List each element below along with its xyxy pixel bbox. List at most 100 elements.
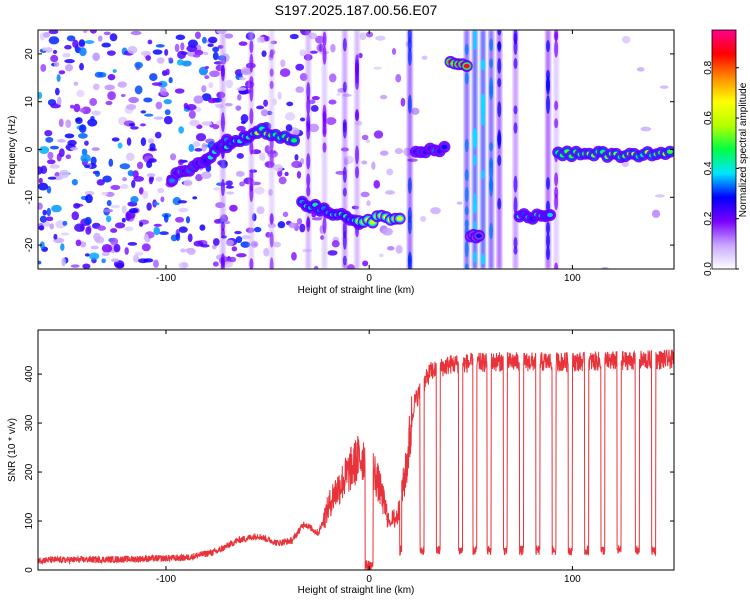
noise-blob: [172, 197, 182, 206]
noise-blob: [136, 161, 144, 170]
noise-blob: [71, 211, 80, 221]
noise-blob: [47, 176, 57, 180]
noise-blob: [223, 261, 233, 268]
noise-blob: [149, 73, 158, 82]
noise-blob: [42, 47, 47, 52]
noise-blob: [104, 84, 116, 91]
noise-blob: [64, 58, 75, 64]
streak-blob: [249, 76, 254, 85]
spectrogram-plot-area: [38, 30, 674, 269]
streak-blob: [269, 149, 274, 168]
noise-blob: [146, 173, 156, 178]
noise-blob: [212, 261, 219, 267]
noise-blob: [82, 30, 88, 34]
noise-blob: [395, 73, 402, 83]
noise-blob: [38, 91, 43, 100]
streak-blob: [464, 169, 469, 182]
noise-blob: [143, 97, 153, 103]
noise-blob: [328, 73, 337, 83]
noise-blob: [192, 141, 201, 148]
noise-blob: [170, 153, 177, 161]
snr-panel: -100 0 100 0 100 200 300 400 Height of straight…: [7, 329, 675, 596]
noise-blob: [141, 243, 151, 252]
noise-blob: [58, 118, 64, 128]
noise-blob: [111, 137, 120, 142]
noise-blob: [85, 194, 93, 204]
noise-blob: [601, 266, 609, 269]
noise-blob: [394, 148, 404, 155]
streak-blob: [342, 37, 347, 52]
noise-blob: [78, 39, 86, 47]
noise-blob: [64, 44, 72, 50]
streak-blob: [554, 118, 559, 129]
streak-blob: [249, 40, 254, 54]
y-tick-label: 200: [24, 463, 35, 480]
streak-blob: [269, 80, 274, 90]
noise-blob: [112, 69, 117, 73]
x-tick-label: 100: [564, 574, 581, 585]
noise-blob: [371, 161, 376, 170]
noise-blob: [327, 250, 338, 256]
noise-blob: [420, 215, 427, 222]
noise-blob: [299, 72, 308, 82]
noise-blob: [38, 177, 43, 184]
streak-blob: [480, 115, 485, 126]
noise-blob: [651, 209, 661, 218]
noise-blob: [79, 62, 84, 71]
noise-blob: [381, 227, 393, 236]
noise-blob: [325, 117, 337, 125]
signal-core: [441, 144, 448, 150]
noise-blob: [124, 226, 134, 232]
noise-blob: [107, 91, 116, 101]
y-tick-label: -10: [24, 190, 35, 205]
snr-series-line: [38, 348, 674, 570]
noise-blob: [212, 51, 219, 61]
streak-blob: [472, 192, 477, 212]
noise-blob: [295, 86, 304, 93]
streak-blob: [546, 176, 551, 190]
noise-blob: [225, 239, 235, 247]
noise-blob: [81, 148, 88, 156]
streak-blob: [355, 166, 360, 179]
noise-blob: [186, 45, 198, 53]
noise-blob: [226, 191, 235, 195]
noise-blob: [121, 217, 126, 223]
noise-blob: [188, 110, 196, 119]
noise-blob: [46, 159, 56, 165]
streak-blob: [489, 141, 494, 152]
spectrogram-x-axis-label: Height of straight line (km): [298, 285, 415, 296]
streak-blob: [554, 31, 559, 41]
y-tick-label: 100: [24, 512, 35, 529]
noise-blob: [194, 147, 203, 152]
noise-blob: [92, 52, 100, 62]
noise-blob: [40, 165, 48, 174]
noise-blob: [152, 49, 163, 55]
noise-blob: [225, 180, 233, 187]
colorbar-gradient: [711, 29, 737, 270]
noise-blob: [165, 68, 170, 76]
noise-blob: [73, 202, 81, 209]
noise-blob: [131, 179, 136, 189]
noise-blob: [263, 247, 270, 257]
noise-blob: [122, 177, 128, 182]
streak-blob: [342, 81, 347, 93]
vertical-streak: [472, 30, 478, 269]
noise-blob: [379, 94, 388, 100]
noise-blob: [361, 134, 369, 141]
streak-blob: [554, 100, 559, 111]
noise-blob: [204, 75, 210, 80]
noise-blob: [127, 46, 138, 54]
noise-blob: [208, 82, 214, 89]
streak-blob: [249, 82, 254, 102]
noise-blob: [294, 154, 299, 161]
noise-blob: [291, 252, 297, 261]
noise-blob: [43, 31, 51, 38]
noise-blob: [46, 207, 51, 217]
noise-blob: [146, 160, 153, 169]
noise-blob: [196, 124, 203, 130]
snr-frame: [37, 329, 675, 571]
noise-blob: [91, 110, 101, 116]
streak-blob: [464, 263, 469, 269]
noise-blob: [79, 124, 87, 133]
